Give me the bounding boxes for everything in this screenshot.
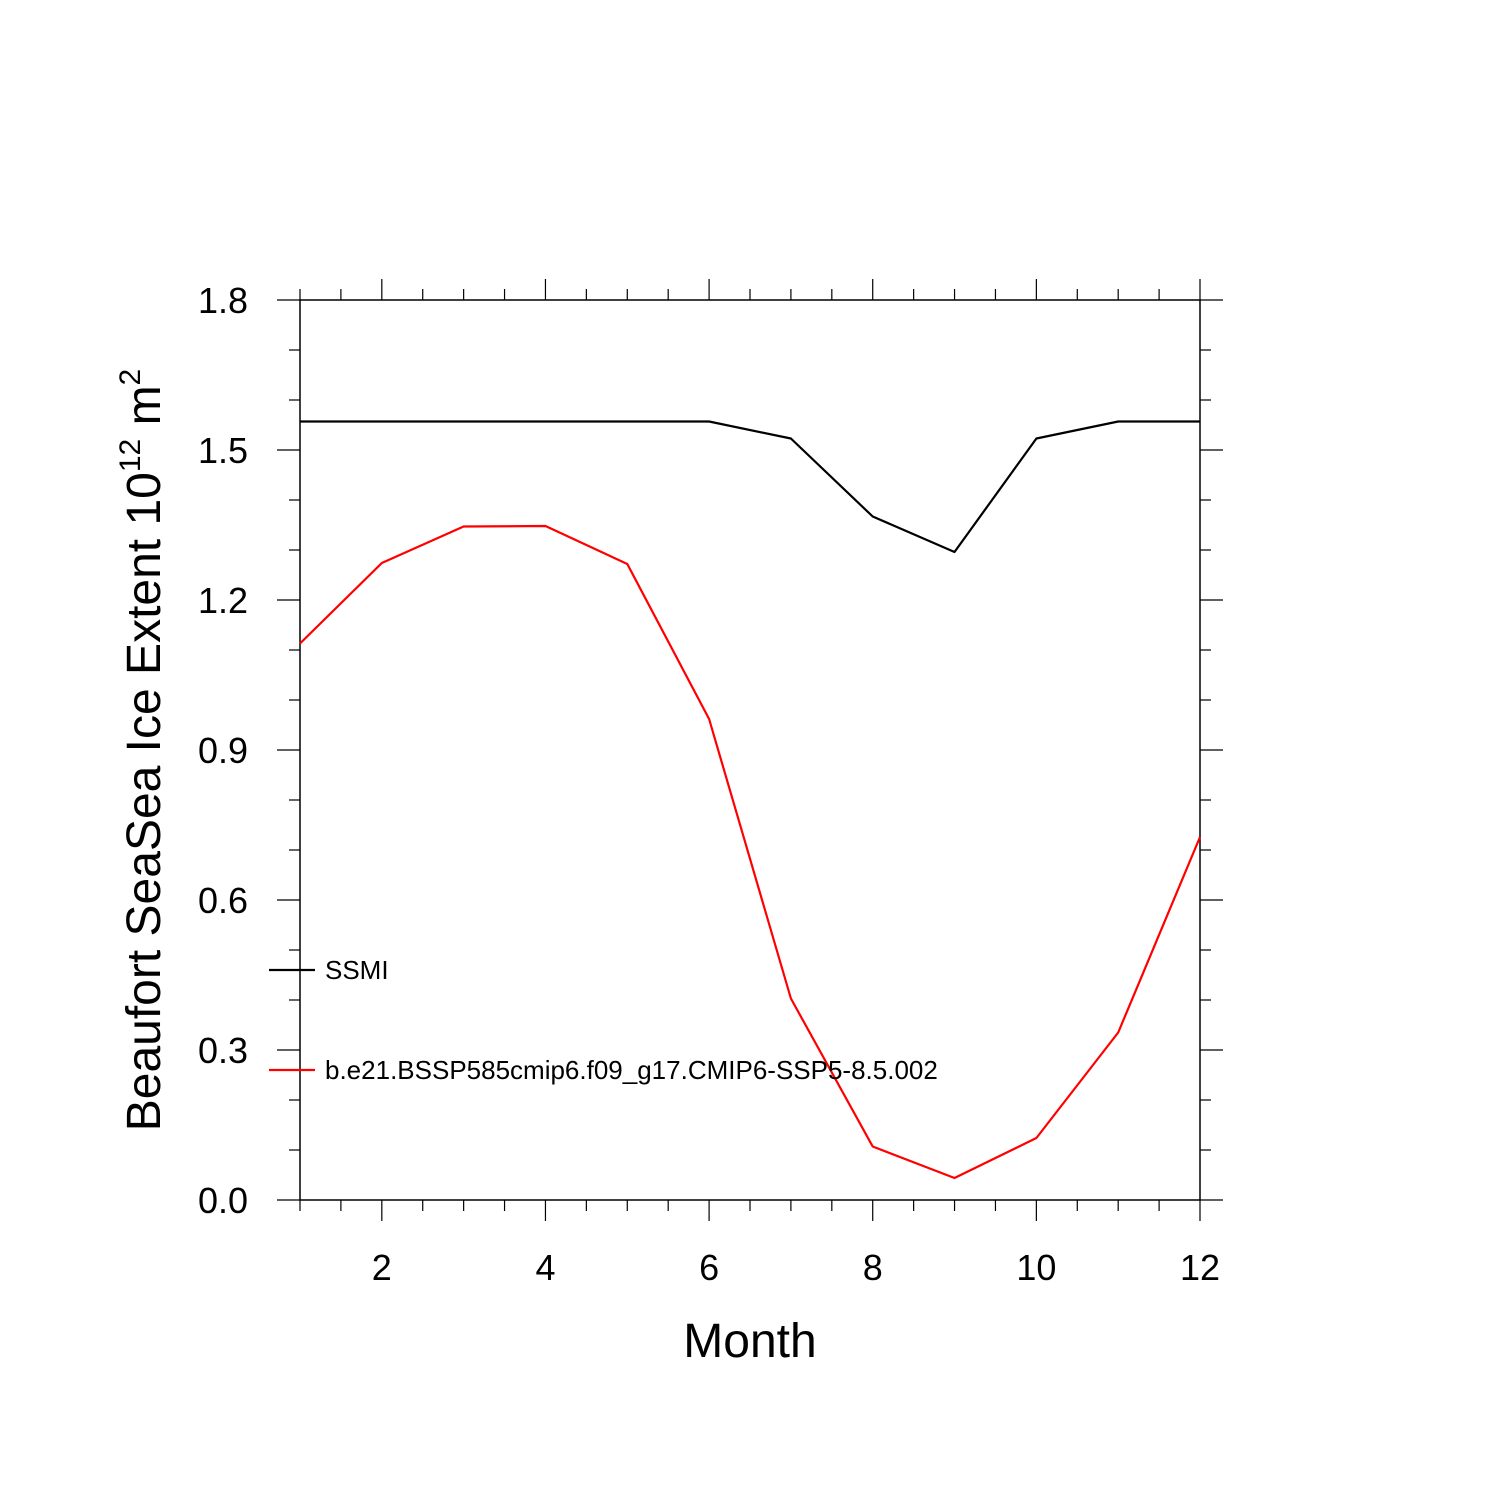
y-axis-title-text: Beaufort SeaSea Ice Extent 10 bbox=[118, 472, 171, 1131]
legend-label: b.e21.BSSP585cmip6.f09_g17.CMIP6-SSP5-8.… bbox=[325, 1055, 938, 1085]
x-tick-label: 8 bbox=[863, 1247, 883, 1288]
series-line-2 bbox=[299, 524, 1202, 1180]
x-tick-label: 4 bbox=[535, 1247, 555, 1288]
x-tick-label: 12 bbox=[1180, 1247, 1220, 1288]
y-tick-label: 0.0 bbox=[198, 1180, 248, 1221]
y-axis-title-unit: m bbox=[118, 385, 171, 438]
y-tick-label: 1.5 bbox=[198, 430, 248, 471]
plot-frame bbox=[299, 299, 1201, 1201]
tick-labels: 2 4 6 8 10 12 0.0 0.3 0.6 0.9 1.2 1.5 1.8 bbox=[198, 280, 1220, 1288]
y-tick-label: 0.6 bbox=[198, 880, 248, 921]
y-tick-label: 1.2 bbox=[198, 580, 248, 621]
series-layer bbox=[299, 420, 1202, 1180]
x-axis-title: Month bbox=[683, 1315, 816, 1368]
x-tick-label: 6 bbox=[699, 1247, 719, 1288]
x-tick-label: 2 bbox=[372, 1247, 392, 1288]
y-tick-label: 0.3 bbox=[198, 1030, 248, 1071]
y-tick-label: 1.8 bbox=[198, 280, 248, 321]
y-axis-title: Beaufort SeaSea Ice Extent 1012 m2 bbox=[114, 369, 171, 1132]
y-axis-title-exponent: 12 bbox=[114, 439, 147, 472]
axis-ticks bbox=[277, 279, 1223, 1221]
legend-label: SSMI bbox=[325, 955, 389, 985]
y-tick-label: 0.9 bbox=[198, 730, 248, 771]
y-axis-title-unit-exponent: 2 bbox=[114, 369, 147, 386]
series-line-1 bbox=[300, 420, 1200, 554]
legend: SSMI b.e21.BSSP585cmip6.f09_g17.CMIP6-SSP… bbox=[269, 955, 938, 1085]
x-tick-label: 10 bbox=[1016, 1247, 1056, 1288]
